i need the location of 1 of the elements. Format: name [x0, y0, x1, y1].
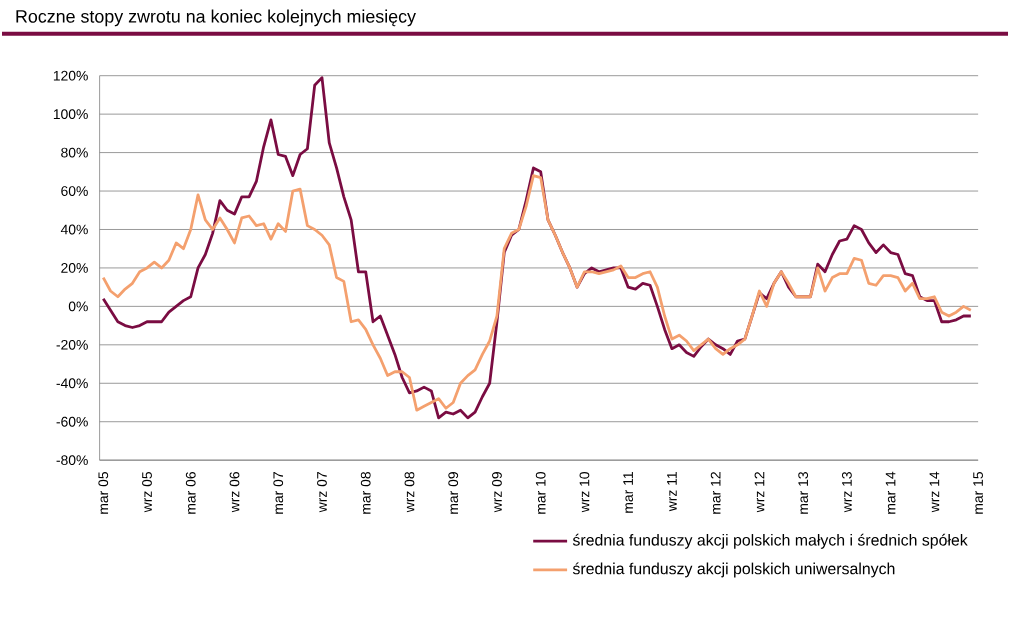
chart-title: Roczne stopy zwrotu na koniec kolejnych miesięcy — [16, 9, 416, 27]
